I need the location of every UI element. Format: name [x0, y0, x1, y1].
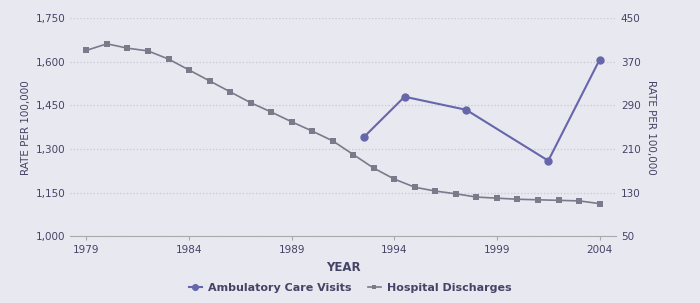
Y-axis label: RATE PER 100,000: RATE PER 100,000: [21, 80, 32, 175]
Y-axis label: RATE PER 100,000: RATE PER 100,000: [646, 80, 656, 175]
X-axis label: YEAR: YEAR: [326, 261, 360, 274]
Legend: Ambulatory Care Visits, Hospital Discharges: Ambulatory Care Visits, Hospital Dischar…: [184, 278, 516, 298]
